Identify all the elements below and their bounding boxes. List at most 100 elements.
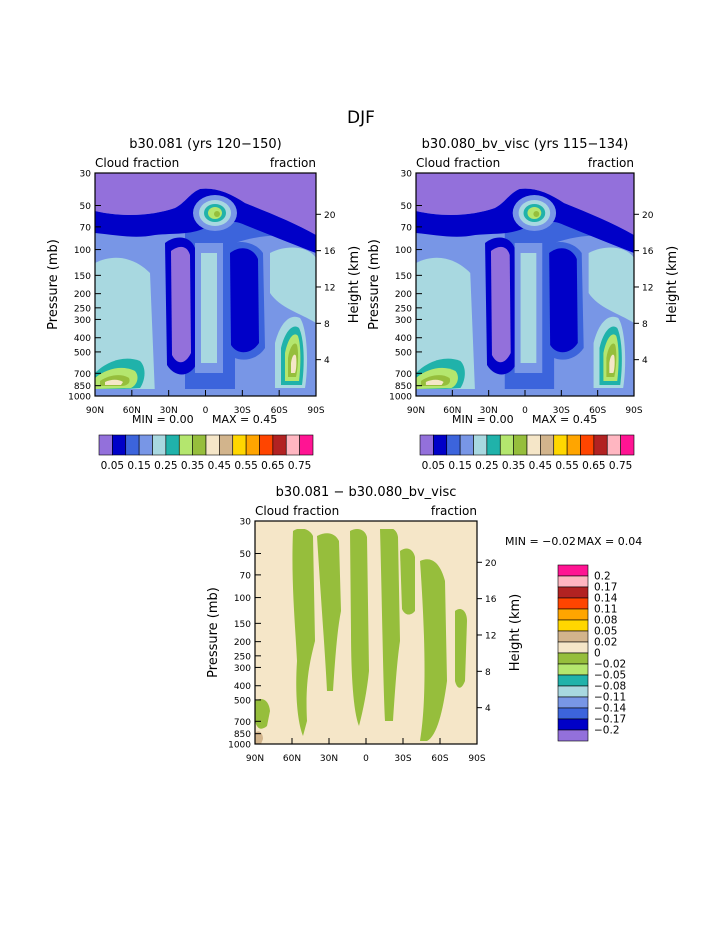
y-tick-label: 700 <box>234 718 251 728</box>
panel-c: b30.081 − b30.080_bv_visc Cloud fraction f… <box>206 485 642 764</box>
colorbar-swatch <box>557 718 589 731</box>
min-value: MIN = −0.02 <box>505 535 576 548</box>
colorbar-label: 0.15 <box>127 460 150 472</box>
y2-tick-label: 12 <box>642 283 653 293</box>
colorbar-swatch <box>606 434 621 456</box>
y2-axis-label: Height (km) <box>665 246 680 323</box>
x-tick-label: 60N <box>443 406 461 416</box>
y2-tick-label: 16 <box>324 247 336 257</box>
colorbar-label: 0.14 <box>594 593 618 605</box>
colorbar-swatch <box>513 434 528 456</box>
max-value: MAX = 0.45 <box>532 413 597 426</box>
y-tick-label: 50 <box>240 550 252 560</box>
panel-title: b30.081 − b30.080_bv_visc <box>276 485 457 500</box>
colorbar-label: 0.15 <box>448 460 471 472</box>
y2-tick-label: 4 <box>642 356 648 366</box>
y-tick-label: 250 <box>74 304 91 314</box>
colorbar-label: −0.02 <box>594 659 626 671</box>
colorbar-label: 0.45 <box>529 460 552 472</box>
colorbar-swatch <box>526 434 541 456</box>
colorbar-swatch <box>486 434 501 456</box>
y-tick-label: 30 <box>401 170 413 180</box>
colorbar-right: 0.05 0.15 0.25 0.35 0.45 0.55 0.65 0.75 <box>419 434 635 472</box>
y-tick-label: 1000 <box>228 741 251 751</box>
contour-fill <box>95 173 316 396</box>
colorbar-label: 0.17 <box>594 582 617 594</box>
x-tick-label: 60N <box>283 754 301 764</box>
y-axis-label: Pressure (mb) <box>46 239 61 330</box>
y-axis-label: Pressure (mb) <box>206 587 221 678</box>
max-value: MAX = 0.04 <box>577 535 642 548</box>
contour-field <box>255 521 477 744</box>
y-tick-label: 700 <box>395 370 412 380</box>
x-tick-label: 0 <box>363 754 369 764</box>
colorbar-swatch <box>419 434 434 456</box>
x-tick-label: 30S <box>394 754 411 764</box>
colorbar-label: −0.08 <box>594 681 626 693</box>
colorbar-swatch <box>580 434 595 456</box>
max-value: MAX = 0.45 <box>212 413 277 426</box>
colorbar-swatch <box>299 434 314 456</box>
x-tick-label: 60S <box>271 406 288 416</box>
colorbar-swatch <box>192 434 207 456</box>
y2-tick-label: 8 <box>485 668 491 678</box>
y-tick-label: 100 <box>74 246 91 256</box>
y-tick-label: 1000 <box>389 393 412 403</box>
colorbar-swatch <box>557 707 589 720</box>
colorbar-label: 0.02 <box>594 637 617 649</box>
colorbar-swatch <box>557 608 589 621</box>
x-tick-label: 60N <box>123 406 141 416</box>
y-tick-label: 150 <box>395 272 412 282</box>
colorbar-label: 0.25 <box>154 460 177 472</box>
y-tick-label: 1000 <box>68 393 91 403</box>
colorbar-swatch <box>433 434 448 456</box>
x-tick-label: 0 <box>203 406 209 416</box>
colorbar-swatch <box>446 434 461 456</box>
colorbar-swatch <box>557 685 589 698</box>
y-tick-label: 400 <box>234 682 251 692</box>
x-tick-label: 30N <box>160 406 178 416</box>
colorbar-swatch <box>219 434 234 456</box>
colorbar-swatch <box>540 434 555 456</box>
y2-tick-label: 8 <box>324 320 330 330</box>
y2-tick-label: 4 <box>485 704 491 714</box>
colorbar-swatch <box>557 641 589 654</box>
colorbar-swatch <box>112 434 127 456</box>
colorbar-label: −0.05 <box>594 670 626 682</box>
colorbar-swatch <box>459 434 474 456</box>
colorbar-label: 0.35 <box>181 460 204 472</box>
colorbar-swatch <box>259 434 274 456</box>
colorbar-swatch <box>557 630 589 643</box>
y2-tick-label: 12 <box>485 631 496 641</box>
colorbar-swatch <box>178 434 193 456</box>
y-tick-label: 200 <box>234 638 251 648</box>
x-tick-label: 90N <box>407 406 425 416</box>
y-tick-label: 400 <box>74 334 91 344</box>
colorbar-label: 0.05 <box>594 626 617 638</box>
colorbar-label: 0.05 <box>422 460 445 472</box>
colorbar-swatch <box>593 434 608 456</box>
colorbar-label: 0.75 <box>609 460 632 472</box>
colorbar-left: 0.05 0.15 0.25 0.35 0.45 0.55 0.65 0.75 <box>98 434 314 472</box>
panel-left-label: Cloud fraction <box>95 156 179 170</box>
colorbar-label: 0.05 <box>101 460 124 472</box>
colorbar-swatch <box>98 434 113 456</box>
colorbar-swatch <box>245 434 260 456</box>
colorbar-swatch <box>557 663 589 676</box>
y-tick-label: 300 <box>234 664 251 674</box>
panel-title: b30.081 (yrs 120−150) <box>129 137 281 152</box>
y2-tick-label: 16 <box>642 247 654 257</box>
y-tick-label: 200 <box>74 290 91 300</box>
y2-tick-label: 4 <box>324 356 330 366</box>
y-tick-label: 70 <box>240 571 252 581</box>
y-tick-label: 50 <box>401 202 413 212</box>
colorbar-swatch <box>557 586 589 599</box>
colorbar-swatch <box>499 434 514 456</box>
x-tick-label: 30N <box>480 406 498 416</box>
y-axis-label: Pressure (mb) <box>367 239 382 330</box>
y-tick-label: 30 <box>80 170 92 180</box>
colorbar-swatch <box>566 434 581 456</box>
colorbar-swatch <box>553 434 568 456</box>
y-tick-label: 500 <box>74 348 91 358</box>
colorbar-swatch <box>557 674 589 687</box>
